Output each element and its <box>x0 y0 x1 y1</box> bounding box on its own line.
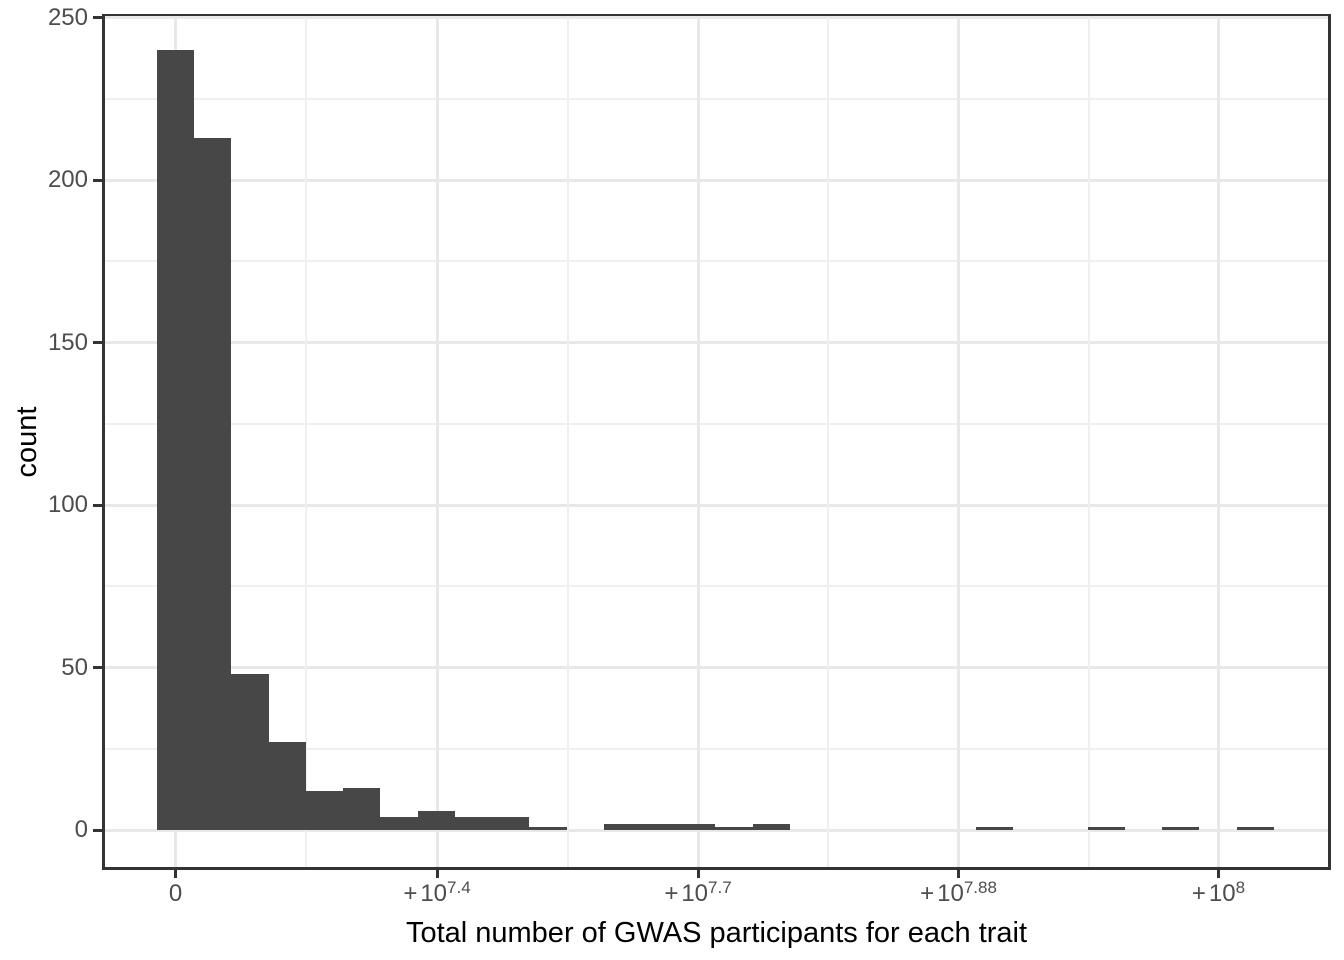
histogram-bar <box>1087 826 1125 830</box>
tick-label-exponent: 7.88 <box>963 878 997 897</box>
histogram-bar <box>752 823 790 830</box>
gridline-x-minor <box>305 17 308 867</box>
x-tick-mark <box>435 870 439 878</box>
histogram-bar <box>157 50 195 830</box>
tick-label-plus-sign: + <box>664 880 679 907</box>
histogram-bar <box>529 826 567 830</box>
gridline-y-minor <box>105 422 1328 425</box>
y-tick-mark <box>93 341 102 344</box>
y-tick-mark <box>93 16 102 19</box>
histogram-bar <box>194 137 232 830</box>
bar-layer <box>105 17 1328 867</box>
gridline-y-major <box>105 341 1328 344</box>
tick-label-base: 10 <box>1208 880 1236 907</box>
histogram-bar <box>976 826 1014 830</box>
x-tick-mark <box>174 870 177 878</box>
gridline-y-minor <box>105 585 1328 588</box>
histogram-bar <box>603 823 641 830</box>
histogram-bar <box>1236 826 1274 830</box>
gridline-y-minor <box>105 747 1328 750</box>
plot-panel <box>102 14 1331 870</box>
x-tick-mark <box>696 870 700 878</box>
y-tick-mark <box>93 178 102 182</box>
histogram-bar <box>492 817 530 830</box>
gridline-y-major <box>105 16 1328 19</box>
x-tick-label: +108 <box>1129 878 1309 909</box>
histogram-bar <box>268 742 306 830</box>
y-tick-label: 200 <box>47 166 88 193</box>
histogram-bar <box>678 823 716 830</box>
gridline-y-major <box>105 666 1328 669</box>
tick-label-base: 10 <box>420 880 448 907</box>
gridline-x-major <box>957 17 960 867</box>
x-axis-title: Total number of GWAS participants for ea… <box>405 917 1028 949</box>
y-tick-label: 50 <box>61 653 88 681</box>
gridline-x-minor <box>1087 17 1090 867</box>
gridline-y-major <box>105 178 1328 182</box>
gridline-x-major <box>696 17 700 867</box>
histogram-bar <box>715 826 753 830</box>
histogram-bar <box>380 817 418 830</box>
gridline-y-major <box>105 503 1328 507</box>
y-tick-label: 250 <box>47 3 88 31</box>
x-tick-label: 0 <box>86 879 266 909</box>
x-tick-label: +107.4 <box>347 878 527 909</box>
y-tick-mark <box>93 828 102 832</box>
tick-label-base: 10 <box>937 880 964 907</box>
histogram-bar <box>343 787 381 830</box>
x-tick-label: +107.7 <box>608 878 788 909</box>
gridline-x-major <box>1217 17 1220 867</box>
gridline-x-minor <box>566 17 569 867</box>
tick-label-plus-sign: + <box>403 880 418 907</box>
tick-label-base: 0 <box>168 880 183 907</box>
histogram-bar <box>231 674 269 830</box>
gridline-y-minor <box>105 260 1328 263</box>
y-tick-label: 150 <box>47 328 88 356</box>
y-axis-title: count <box>11 406 43 478</box>
x-tick-mark <box>1217 870 1220 878</box>
tick-label-exponent: 7.7 <box>708 878 732 897</box>
gridline-y-major <box>105 828 1328 832</box>
gridline-x-minor <box>827 17 830 867</box>
tick-label-exponent: 8 <box>1235 878 1246 897</box>
x-tick-mark <box>957 870 960 878</box>
tick-label-exponent: 7.4 <box>447 878 471 897</box>
tick-label-plus-sign: + <box>920 880 935 907</box>
histogram-bar <box>1162 826 1200 830</box>
y-tick-mark <box>93 503 102 507</box>
gridline-y-minor <box>105 97 1328 100</box>
y-tick-mark <box>93 666 102 669</box>
histogram-bar <box>417 810 455 830</box>
y-tick-label: 0 <box>74 816 88 843</box>
y-tick-label: 100 <box>47 491 88 518</box>
x-tick-label: +107.88 <box>869 878 1049 909</box>
histogram-bar <box>640 823 679 830</box>
tick-label-plus-sign: + <box>1191 880 1206 907</box>
tick-label-base: 10 <box>681 880 709 907</box>
histogram-bar <box>454 817 493 830</box>
gridline-x-major <box>435 17 439 867</box>
histogram-bar <box>305 791 344 830</box>
